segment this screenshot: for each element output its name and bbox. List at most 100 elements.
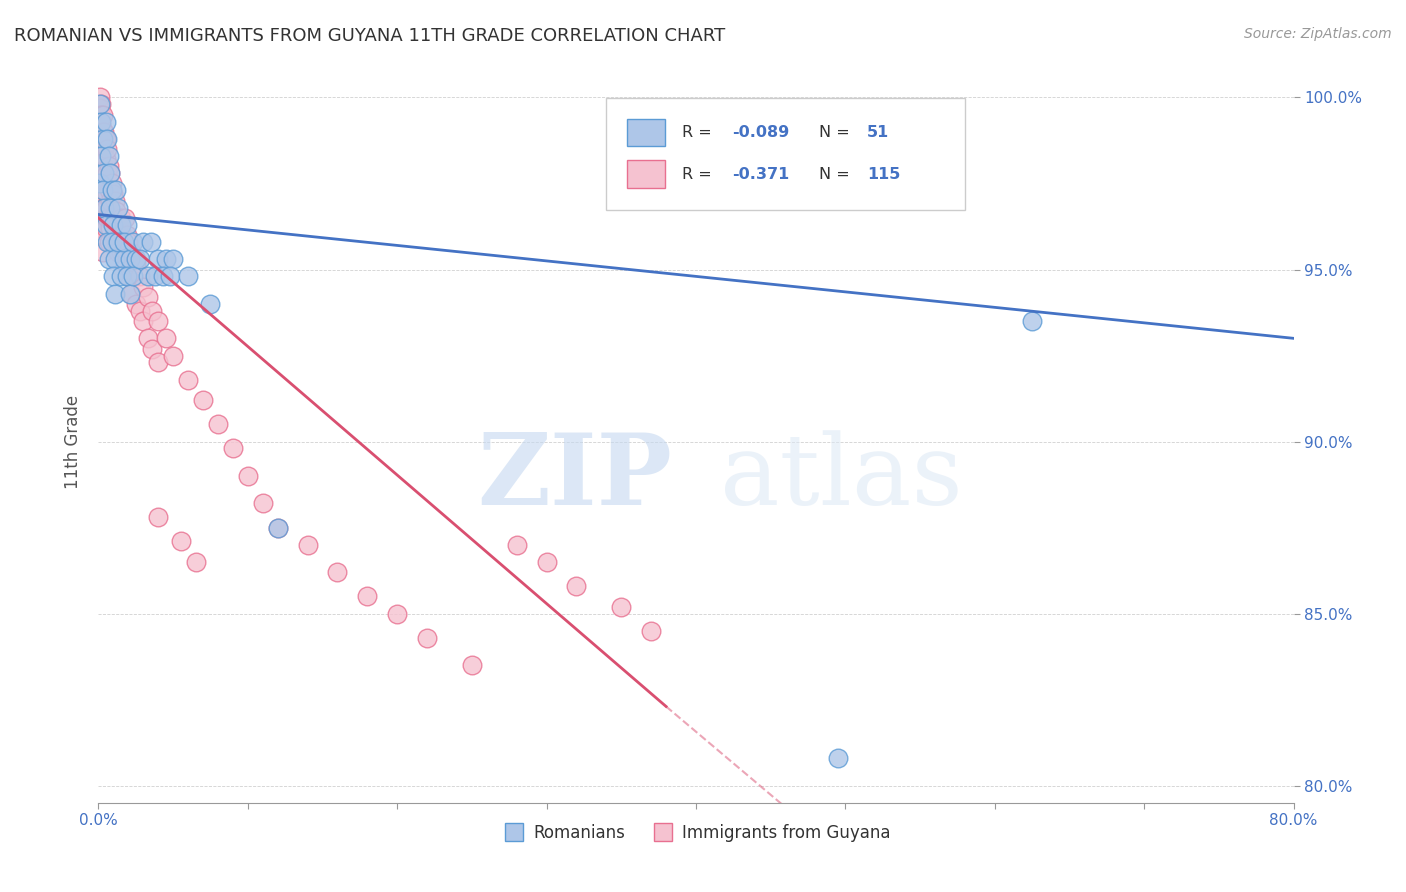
Point	[90, 118, 112, 132]
Text: ZIP: ZIP	[477, 429, 672, 526]
Point	[236, 469, 259, 483]
Point	[89, 166, 111, 180]
Point	[91, 142, 114, 156]
Point	[91, 108, 114, 122]
Point	[101, 183, 124, 197]
Point	[141, 303, 163, 318]
Point	[827, 751, 849, 765]
Point	[177, 373, 200, 387]
Point	[91, 183, 114, 197]
Point	[114, 255, 136, 269]
Point	[96, 186, 118, 201]
Point	[98, 194, 122, 208]
Point	[98, 166, 122, 180]
Point	[139, 235, 162, 249]
Point	[103, 218, 125, 232]
Point	[94, 153, 117, 167]
Point	[129, 303, 152, 318]
Point	[536, 555, 558, 569]
Point	[610, 599, 633, 614]
Point	[207, 417, 229, 432]
Point	[105, 204, 128, 219]
Point	[89, 211, 111, 225]
Point	[90, 221, 112, 235]
Point	[101, 177, 124, 191]
Point	[97, 149, 120, 163]
Point	[96, 132, 118, 146]
Point	[115, 269, 138, 284]
Bar	[627, 161, 665, 188]
Point	[89, 194, 111, 208]
Point	[110, 269, 132, 284]
Point	[111, 228, 134, 243]
Point	[89, 201, 111, 215]
Point	[89, 159, 111, 173]
Text: -0.371: -0.371	[733, 167, 789, 182]
Point	[89, 108, 111, 122]
Text: -0.089: -0.089	[733, 125, 789, 140]
Point	[110, 245, 132, 260]
Point	[115, 218, 138, 232]
Point	[326, 566, 349, 580]
Point	[98, 166, 122, 180]
Point	[115, 228, 138, 243]
Point	[132, 314, 155, 328]
Point	[125, 252, 148, 267]
Point	[94, 177, 117, 191]
Point	[97, 159, 120, 173]
Point	[136, 269, 159, 284]
Point	[90, 132, 112, 146]
Point	[90, 201, 112, 215]
Point	[148, 252, 170, 267]
Point	[162, 349, 184, 363]
Point	[90, 108, 112, 122]
Point	[148, 510, 170, 524]
Point	[98, 221, 122, 235]
Point	[121, 235, 143, 249]
Bar	[627, 119, 665, 146]
Point	[89, 101, 111, 115]
Point	[96, 142, 118, 156]
Point	[91, 132, 114, 146]
Point	[94, 221, 117, 235]
Point	[159, 269, 181, 284]
Point	[104, 228, 127, 243]
Point	[297, 538, 319, 552]
Point	[93, 159, 115, 173]
Point	[120, 286, 142, 301]
Y-axis label: 11th Grade: 11th Grade	[65, 394, 83, 489]
Point	[107, 235, 129, 249]
Text: 115: 115	[868, 167, 900, 182]
Point	[89, 118, 111, 132]
Point	[89, 183, 111, 197]
Point	[89, 90, 111, 104]
Point	[143, 269, 166, 284]
Point	[107, 201, 129, 215]
Point	[101, 235, 124, 249]
Point	[118, 286, 141, 301]
Point	[104, 286, 127, 301]
Point	[117, 235, 139, 249]
Point	[112, 252, 135, 267]
Point	[91, 177, 114, 191]
Point	[104, 252, 127, 267]
Point	[97, 235, 120, 249]
Point	[90, 142, 112, 156]
Point	[91, 211, 114, 225]
Point	[222, 442, 245, 456]
Point	[252, 496, 274, 510]
Point	[107, 218, 129, 232]
Legend: Romanians, Immigrants from Guyana: Romanians, Immigrants from Guyana	[495, 817, 897, 848]
Point	[112, 245, 135, 260]
Point	[90, 97, 112, 112]
Point	[461, 658, 484, 673]
Point	[200, 297, 222, 311]
Text: R =: R =	[682, 125, 717, 140]
Point	[121, 269, 143, 284]
Point	[90, 149, 112, 163]
Point	[108, 228, 131, 243]
Point	[136, 290, 159, 304]
Text: atlas: atlas	[720, 430, 963, 525]
Point	[91, 228, 114, 243]
Point	[120, 245, 142, 260]
